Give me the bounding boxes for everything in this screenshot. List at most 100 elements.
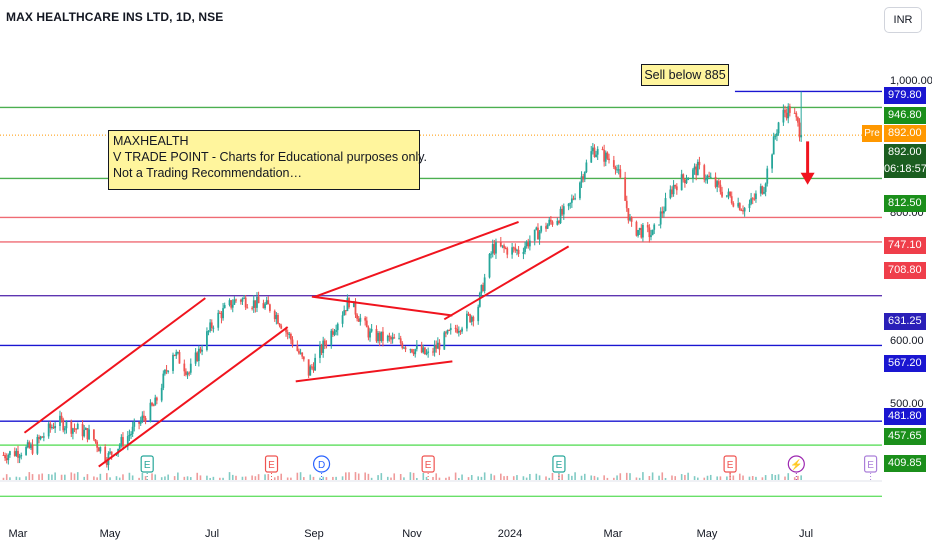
candle-body	[682, 174, 685, 180]
candle-body	[558, 220, 560, 224]
candle-body	[546, 224, 549, 229]
volume-bar	[761, 477, 764, 480]
volume-bar	[545, 476, 547, 480]
candle-body	[692, 169, 694, 179]
volume-bar	[706, 475, 709, 480]
candle-body	[427, 351, 430, 353]
volume-bar	[51, 474, 53, 480]
candle-body	[559, 208, 562, 224]
volume-bar	[742, 475, 744, 480]
volume-bar	[370, 477, 373, 480]
candle-body	[118, 445, 121, 449]
volume-bar	[9, 477, 11, 480]
candle-body	[144, 417, 147, 422]
candle-body	[716, 181, 719, 187]
candle-body	[461, 328, 463, 332]
candle-body	[97, 447, 100, 452]
candle-body	[81, 423, 84, 437]
volume-bar	[86, 474, 89, 480]
candle-body	[267, 300, 270, 305]
event-marker-label: E	[425, 460, 432, 471]
candle-body	[782, 109, 785, 123]
volume-bar	[616, 475, 618, 480]
volume-bar	[151, 473, 153, 480]
candle-body	[367, 327, 370, 338]
candle-body	[608, 158, 610, 161]
candle-body	[320, 345, 323, 353]
volume-bar	[561, 474, 563, 480]
price-tag: 812.50	[884, 195, 926, 212]
candle-body	[706, 175, 709, 180]
volume-bar	[251, 475, 253, 480]
candle-body	[514, 247, 517, 251]
volume-bar	[303, 477, 305, 480]
volume-bar	[5, 474, 8, 480]
volume-bar	[438, 477, 441, 480]
candle-body	[155, 397, 158, 401]
candle-body	[524, 246, 526, 252]
candle-body	[302, 356, 305, 360]
candle-body	[331, 330, 334, 335]
volume-bar	[470, 475, 473, 480]
event-marker-label: E	[556, 460, 563, 471]
currency-button[interactable]: INR	[884, 7, 922, 33]
candle-body	[173, 354, 176, 356]
price-tag: 457.65	[884, 428, 926, 445]
volume-bar	[774, 474, 777, 480]
candle-body	[664, 198, 667, 211]
volume-bar	[138, 477, 140, 480]
candle-body	[201, 349, 203, 352]
candle-body	[538, 231, 541, 240]
volume-bar	[341, 476, 344, 480]
volume-bar	[635, 477, 638, 480]
candle-body	[646, 225, 649, 228]
volume-bar	[70, 472, 73, 480]
candle-body	[551, 221, 554, 225]
volume-bar	[619, 473, 622, 480]
volume-bar	[642, 472, 644, 480]
candle-body	[549, 219, 552, 222]
candle-body	[241, 298, 244, 302]
candle-body	[105, 461, 108, 466]
candle-body	[619, 169, 622, 178]
candle-body	[595, 154, 597, 157]
volume-bar	[709, 474, 712, 480]
volume-bar	[357, 473, 360, 480]
candle-body	[73, 428, 76, 430]
volume-bar	[115, 476, 118, 480]
candle-body	[717, 181, 720, 185]
candle-body	[378, 332, 381, 341]
candle-body	[627, 208, 630, 221]
price-tag: 631.25	[884, 313, 926, 330]
candle-body	[154, 397, 157, 406]
candle-body	[343, 310, 346, 316]
volume-bar	[93, 476, 95, 480]
y-tick-label: 1,000.00	[890, 75, 932, 87]
candle-body	[583, 172, 586, 180]
candle-body	[325, 344, 328, 346]
volume-bar	[693, 476, 696, 480]
volume-bar	[538, 475, 541, 480]
candle-body	[640, 227, 643, 238]
candle-body	[625, 200, 628, 209]
candle-body	[659, 211, 662, 225]
candle-body	[70, 421, 73, 434]
candle-body	[52, 426, 55, 429]
candle-body	[243, 297, 245, 299]
candle-body	[788, 106, 791, 113]
candle-body	[738, 203, 741, 211]
candle-body	[596, 148, 599, 155]
candle-body	[399, 338, 402, 344]
candle-body	[727, 191, 730, 196]
candle-body	[719, 184, 722, 192]
candle-body	[540, 226, 543, 232]
candle-body	[696, 161, 699, 176]
candle-body	[176, 352, 179, 354]
event-marker-label: E	[867, 460, 874, 471]
candle-body	[787, 106, 790, 119]
candle-body	[593, 147, 596, 157]
volume-bar	[738, 473, 741, 480]
volume-bar	[209, 477, 211, 480]
